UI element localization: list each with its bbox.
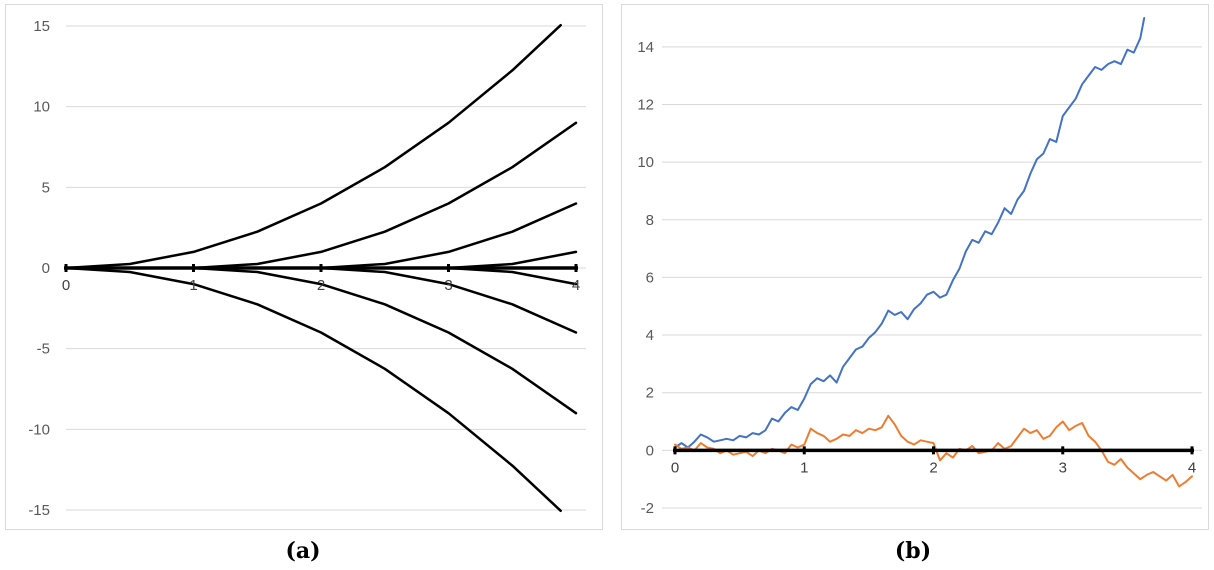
x-tick-label: 0 [671, 459, 679, 476]
y-tick-label: 12 [637, 96, 654, 113]
y-tick-label: 5 [42, 179, 50, 196]
chart-a-svg: 15 10 5 0 -5 -10 -15 0 1 2 3 4 [28, 18, 586, 519]
y-tick-label: 10 [33, 99, 50, 116]
y-tick-label: -10 [28, 421, 50, 438]
y-tick-label: 2 [646, 385, 654, 402]
y-tick-label: 0 [42, 260, 50, 277]
y-tick-label: 14 [637, 39, 654, 56]
y-tick-label: 4 [646, 327, 654, 344]
x-tick-label: 4 [1188, 459, 1196, 476]
caption-a: (a) [285, 538, 321, 564]
caption-b: (b) [894, 538, 932, 564]
x-tick-label: 1 [800, 459, 808, 476]
y-tick-label: 0 [646, 442, 654, 459]
y-tick-label: -5 [37, 341, 50, 358]
x-tick-label: 2 [317, 277, 325, 294]
series-line-a-8 [64, 266, 562, 513]
chart-panel-b: 14 12 10 8 6 4 2 0 -2 0 1 2 3 4 [621, 4, 1209, 530]
y-tick-label: 8 [646, 212, 654, 229]
x-tick-label: 4 [572, 277, 580, 294]
y-tick-label: -2 [641, 500, 654, 517]
x-tick-label: 3 [444, 277, 452, 294]
chart-panel-a: 15 10 5 0 -5 -10 -15 0 1 2 3 4 [5, 4, 603, 530]
x-tick-label: 2 [929, 459, 937, 476]
x-tick-label: 0 [62, 277, 70, 294]
series-line-a-1 [64, 23, 562, 270]
series-line-a-2 [64, 121, 578, 270]
y-tick-label: 10 [637, 154, 654, 171]
x-tick-label: 1 [189, 277, 197, 294]
series-line-b-1 [674, 17, 1146, 449]
y-tick-label: 6 [646, 269, 654, 286]
y-tick-label: 15 [33, 18, 50, 35]
series-line-a-3 [64, 202, 578, 270]
y-tick-label: -15 [28, 502, 50, 519]
x-tick-label: 3 [1059, 459, 1067, 476]
